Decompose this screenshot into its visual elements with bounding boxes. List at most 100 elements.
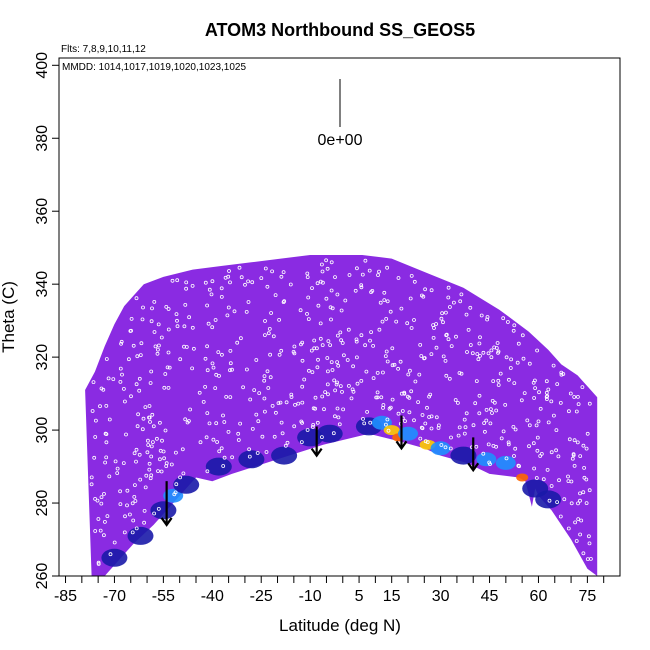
observation-point xyxy=(228,395,233,400)
observation-point xyxy=(419,293,424,298)
observation-point xyxy=(488,407,493,412)
observation-point xyxy=(533,386,537,391)
observation-point xyxy=(513,427,518,432)
observation-point xyxy=(566,474,570,479)
observation-point xyxy=(392,362,397,367)
observation-point xyxy=(444,373,449,378)
observation-point xyxy=(400,409,405,413)
observation-point xyxy=(489,355,494,360)
observation-point xyxy=(204,435,209,440)
enhanced-cell xyxy=(383,425,400,436)
observation-point xyxy=(133,499,138,503)
observation-point xyxy=(227,269,231,273)
observation-point xyxy=(485,315,490,319)
observation-point xyxy=(144,473,149,478)
observation-point xyxy=(569,501,574,506)
observation-point xyxy=(484,407,489,412)
observation-point xyxy=(299,419,304,424)
observation-point xyxy=(324,258,329,263)
observation-point xyxy=(276,401,281,406)
observation-point xyxy=(93,529,98,533)
observation-point xyxy=(112,540,117,545)
observation-point xyxy=(142,520,147,525)
field-layer xyxy=(85,255,598,576)
observation-point xyxy=(403,419,407,424)
observation-point xyxy=(441,320,445,325)
observation-point xyxy=(314,346,319,351)
observation-point xyxy=(183,417,188,422)
enhanced-cell xyxy=(516,473,529,482)
observation-point xyxy=(325,356,330,360)
observation-point xyxy=(364,369,369,374)
observation-point xyxy=(396,276,401,280)
observation-point xyxy=(167,365,172,370)
observation-point xyxy=(125,503,129,508)
observation-point xyxy=(156,506,161,511)
observation-point xyxy=(134,526,139,531)
observation-point xyxy=(535,348,539,353)
observation-point xyxy=(315,365,320,370)
observation-point xyxy=(406,372,411,377)
observation-point xyxy=(90,409,95,413)
observation-point xyxy=(531,380,536,385)
observation-point xyxy=(567,437,572,442)
observation-point xyxy=(132,483,137,488)
observation-point xyxy=(92,455,97,460)
observation-point xyxy=(537,390,541,395)
observation-point xyxy=(374,395,379,400)
observation-point xyxy=(339,338,344,343)
observation-point xyxy=(156,343,161,348)
observation-point xyxy=(93,496,97,501)
observation-point xyxy=(262,396,267,401)
observation-point xyxy=(471,423,476,428)
observation-point xyxy=(398,359,403,364)
observation-point xyxy=(365,409,370,414)
observation-point xyxy=(385,417,390,422)
observation-point xyxy=(292,344,297,349)
observation-point xyxy=(490,411,494,415)
observation-point xyxy=(571,453,576,458)
observation-point xyxy=(462,431,467,436)
observation-point xyxy=(584,446,589,451)
observation-point xyxy=(347,273,352,277)
observation-point xyxy=(335,406,340,411)
observation-point xyxy=(119,339,124,344)
observation-point xyxy=(459,371,464,376)
observation-point xyxy=(407,368,412,373)
observation-point xyxy=(555,500,559,505)
observation-point xyxy=(387,406,392,411)
observation-point xyxy=(498,371,503,376)
observation-point xyxy=(292,351,297,356)
observation-point xyxy=(320,280,325,285)
observation-point xyxy=(296,401,301,406)
observation-point xyxy=(238,336,243,341)
observation-point xyxy=(465,350,469,354)
x-tick-label: 60 xyxy=(530,588,548,605)
enhanced-cell xyxy=(495,455,516,470)
observation-point xyxy=(103,460,107,465)
observation-point xyxy=(190,283,195,288)
observation-point xyxy=(135,424,140,429)
observation-point xyxy=(336,415,341,420)
observation-point xyxy=(535,448,540,453)
observation-point xyxy=(205,469,210,474)
observation-point xyxy=(312,338,317,343)
y-tick-label: 360 xyxy=(34,198,51,225)
observation-point xyxy=(163,372,168,376)
observation-point xyxy=(262,409,267,414)
observation-point xyxy=(474,444,479,449)
observation-point xyxy=(516,463,521,468)
observation-point xyxy=(417,372,422,377)
observation-point xyxy=(250,426,255,431)
observation-point xyxy=(408,296,413,301)
observation-point xyxy=(118,379,123,384)
observation-point xyxy=(419,354,424,358)
observation-point xyxy=(132,451,137,456)
observation-point xyxy=(383,422,388,427)
observation-point xyxy=(140,427,145,432)
observation-point xyxy=(95,498,100,503)
observation-point xyxy=(161,449,166,454)
observation-point xyxy=(554,448,558,453)
observation-point xyxy=(271,334,276,339)
